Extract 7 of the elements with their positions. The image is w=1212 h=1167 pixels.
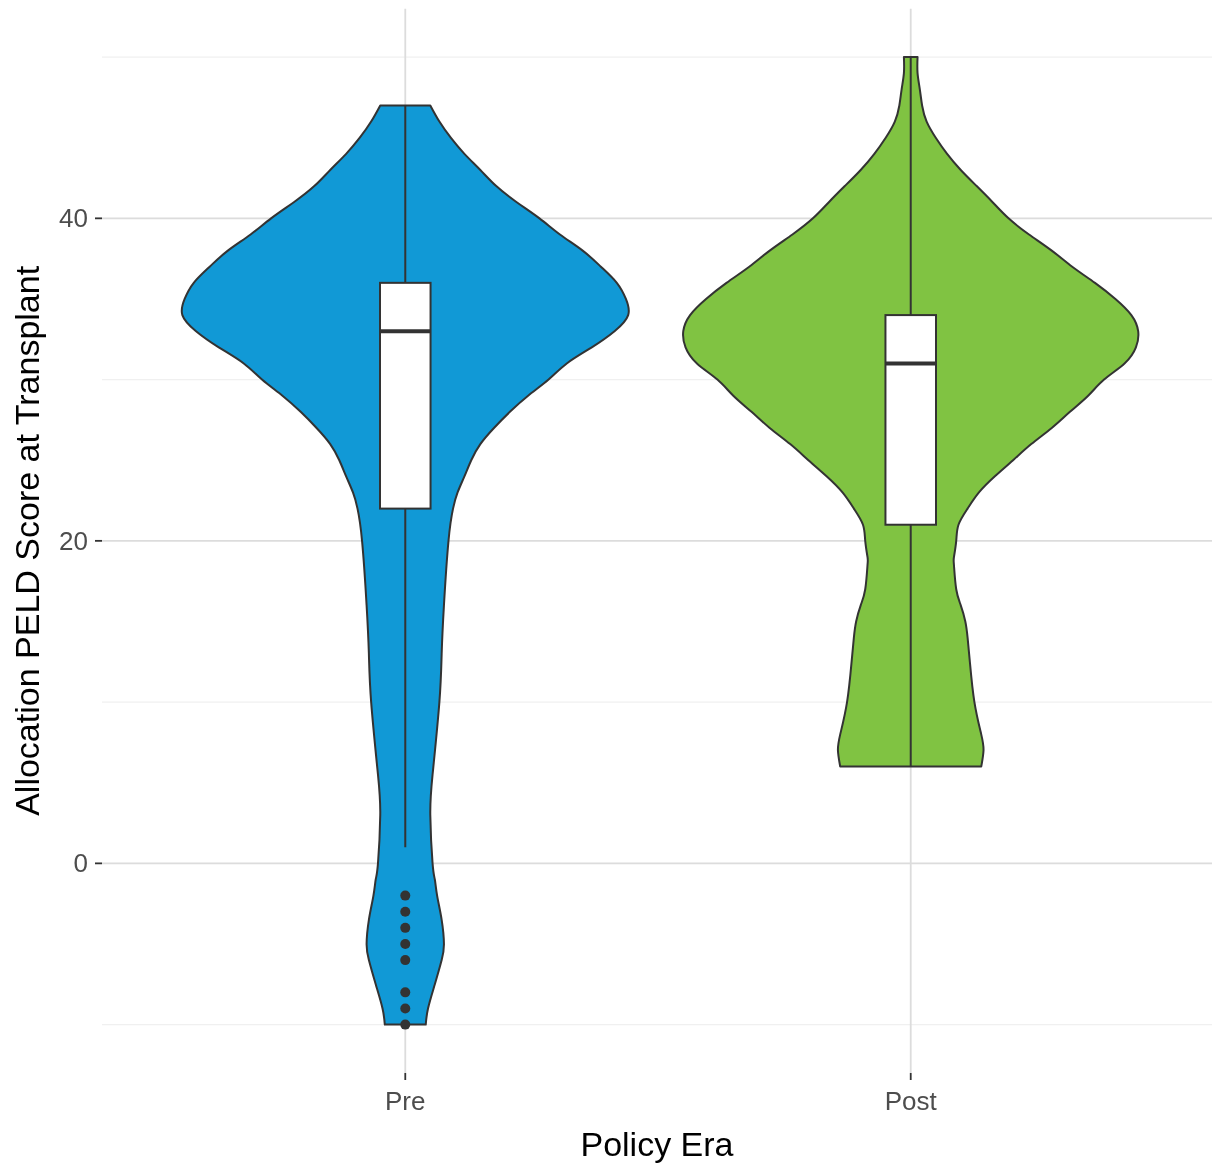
x-tick-label: Pre [385, 1086, 426, 1116]
y-tick-label: 0 [73, 848, 88, 879]
x-tick-label: Post [884, 1086, 938, 1116]
x-axis-title: Policy Era [580, 1125, 734, 1163]
y-tick-label: 40 [59, 203, 88, 234]
y-tick-label: 20 [59, 525, 88, 556]
y-axis-title: Allocation PELD Score at Transplant [8, 265, 46, 816]
